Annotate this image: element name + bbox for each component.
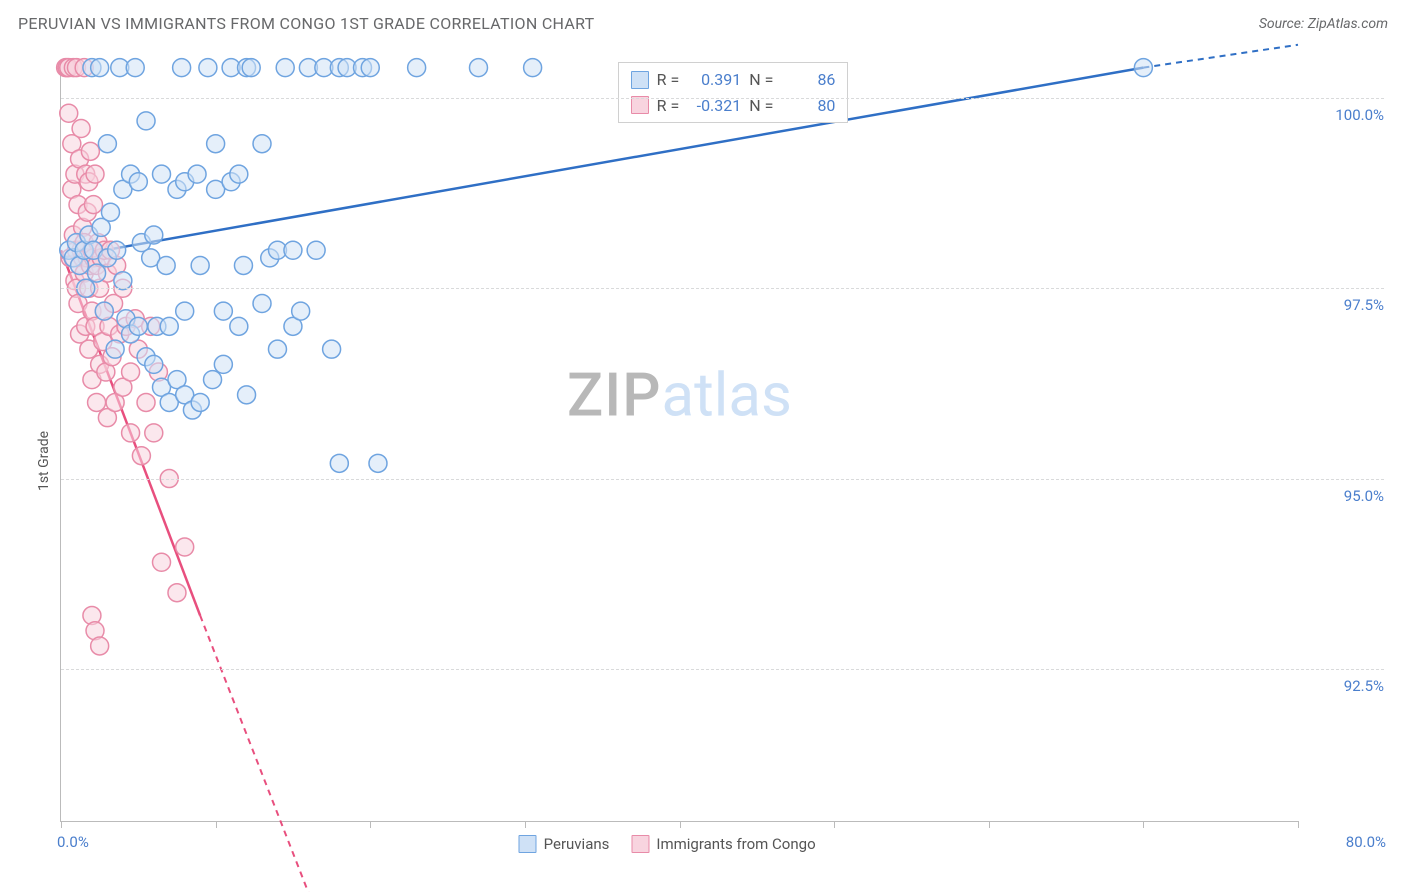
scatter-point bbox=[81, 142, 99, 160]
scatter-point bbox=[214, 302, 232, 320]
scatter-points-layer bbox=[61, 60, 1298, 821]
scatter-point bbox=[214, 355, 232, 373]
x-tick bbox=[61, 821, 62, 828]
scatter-point bbox=[242, 59, 260, 77]
correlation-stats-box: R = 0.391 N = 86 R = -0.321 N = 80 bbox=[618, 62, 849, 123]
scatter-point bbox=[168, 584, 186, 602]
x-tick bbox=[1298, 821, 1299, 828]
x-tick bbox=[989, 821, 990, 828]
scatter-point bbox=[95, 302, 113, 320]
scatter-point bbox=[284, 241, 302, 259]
scatter-point bbox=[230, 165, 248, 183]
scatter-point bbox=[323, 340, 341, 358]
x-tick bbox=[834, 821, 835, 828]
scatter-point bbox=[84, 196, 102, 214]
scatter-point bbox=[276, 59, 294, 77]
x-axis-min-label: 0.0% bbox=[57, 833, 89, 851]
y-axis-label: 1st Grade bbox=[36, 431, 52, 491]
swatch-peruvians bbox=[519, 835, 537, 853]
scatter-point bbox=[191, 256, 209, 274]
scatter-point bbox=[145, 226, 163, 244]
scatter-point bbox=[137, 112, 155, 130]
scatter-point bbox=[160, 317, 178, 335]
stats-row-congo: R = -0.321 N = 80 bbox=[631, 93, 836, 119]
scatter-point bbox=[157, 256, 175, 274]
scatter-point bbox=[108, 241, 126, 259]
gridline bbox=[61, 669, 1384, 670]
scatter-point bbox=[191, 393, 209, 411]
scatter-point bbox=[307, 241, 325, 259]
scatter-point bbox=[253, 135, 271, 153]
gridline bbox=[61, 98, 1384, 99]
scatter-point bbox=[207, 135, 225, 153]
swatch-congo bbox=[631, 835, 649, 853]
scatter-point bbox=[1134, 59, 1152, 77]
y-tick-label: 100.0% bbox=[1304, 106, 1384, 124]
scatter-point bbox=[137, 393, 155, 411]
x-tick bbox=[1143, 821, 1144, 828]
legend: Peruvians Immigrants from Congo bbox=[519, 835, 816, 853]
scatter-point bbox=[114, 272, 132, 290]
scatter-point bbox=[268, 340, 286, 358]
scatter-point bbox=[234, 256, 252, 274]
scatter-point bbox=[204, 371, 222, 389]
scatter-point bbox=[524, 59, 542, 77]
x-tick bbox=[370, 821, 371, 828]
swatch-peruvians bbox=[631, 71, 649, 89]
y-tick-label: 95.0% bbox=[1304, 487, 1384, 505]
scatter-point bbox=[176, 538, 194, 556]
scatter-point bbox=[101, 203, 119, 221]
gridline bbox=[61, 288, 1384, 289]
plot-area: ZIPatlas R = 0.391 N = 86 R = -0.321 N =… bbox=[60, 60, 1298, 822]
scatter-point bbox=[469, 59, 487, 77]
legend-item-peruvians: Peruvians bbox=[519, 835, 610, 853]
scatter-point bbox=[126, 59, 144, 77]
scatter-point bbox=[122, 424, 140, 442]
scatter-point bbox=[188, 165, 206, 183]
scatter-point bbox=[369, 454, 387, 472]
scatter-point bbox=[106, 340, 124, 358]
scatter-point bbox=[86, 165, 104, 183]
scatter-point bbox=[129, 173, 147, 191]
x-tick bbox=[525, 821, 526, 828]
scatter-point bbox=[153, 165, 171, 183]
legend-item-congo: Immigrants from Congo bbox=[631, 835, 815, 853]
scatter-point bbox=[199, 59, 217, 77]
scatter-point bbox=[153, 553, 171, 571]
x-tick bbox=[216, 821, 217, 828]
chart-title: PERUVIAN VS IMMIGRANTS FROM CONGO 1ST GR… bbox=[18, 14, 595, 33]
scatter-point bbox=[72, 119, 90, 137]
y-tick-label: 92.5% bbox=[1304, 677, 1384, 695]
scatter-point bbox=[292, 302, 310, 320]
scatter-point bbox=[408, 59, 426, 77]
scatter-point bbox=[145, 355, 163, 373]
scatter-point bbox=[173, 59, 191, 77]
scatter-point bbox=[132, 447, 150, 465]
scatter-point bbox=[176, 302, 194, 320]
y-tick-label: 97.5% bbox=[1304, 296, 1384, 314]
scatter-point bbox=[145, 424, 163, 442]
scatter-point bbox=[238, 386, 256, 404]
gridline bbox=[61, 479, 1384, 480]
scatter-point bbox=[253, 295, 271, 313]
scatter-point bbox=[330, 454, 348, 472]
scatter-point bbox=[129, 317, 147, 335]
chart-container: 1st Grade ZIPatlas R = 0.391 N = 86 R = … bbox=[18, 50, 1388, 872]
scatter-point bbox=[88, 264, 106, 282]
scatter-point bbox=[98, 135, 116, 153]
scatter-point bbox=[91, 637, 109, 655]
scatter-point bbox=[88, 393, 106, 411]
scatter-point bbox=[91, 59, 109, 77]
source-attribution: Source: ZipAtlas.com bbox=[1259, 16, 1388, 32]
x-axis-max-label: 80.0% bbox=[1346, 833, 1386, 851]
scatter-point bbox=[361, 59, 379, 77]
scatter-point bbox=[60, 104, 78, 122]
stats-row-peruvians: R = 0.391 N = 86 bbox=[631, 67, 836, 93]
swatch-congo bbox=[631, 96, 649, 114]
scatter-point bbox=[122, 363, 140, 381]
scatter-point bbox=[230, 317, 248, 335]
x-tick bbox=[680, 821, 681, 828]
